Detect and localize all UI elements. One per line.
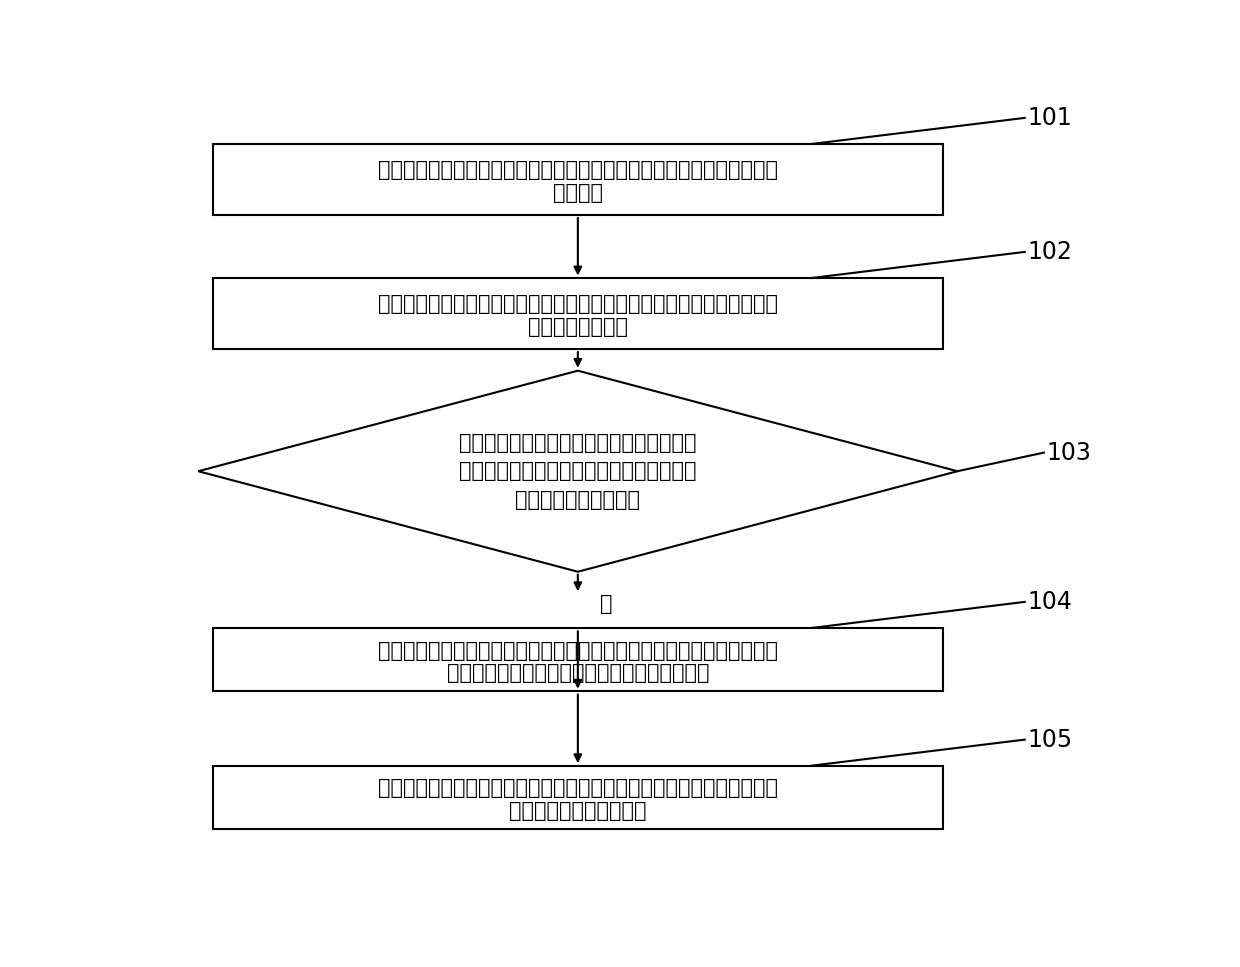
Text: 行带通滤波以及包络解调分析，检测叶通频: 行带通滤波以及包络解调分析，检测叶通频 — [459, 461, 697, 482]
Text: 提取包络解调后频谱中低频范围内的特定特征频率，并在压力脉动信号频: 提取包络解调后频谱中低频范围内的特定特征频率，并在压力脉动信号频 — [378, 641, 777, 660]
Text: 谱将所述特定特征频率与所述转速频率进行对比: 谱将所述特定特征频率与所述转速频率进行对比 — [446, 663, 709, 683]
Text: 105: 105 — [1028, 727, 1073, 751]
Text: 101: 101 — [1028, 106, 1073, 130]
Text: 102: 102 — [1028, 240, 1073, 264]
Bar — [213, 628, 942, 691]
Text: 若所述特定特征频率的幅值大于预设倍数的所述转速频率的幅值，则确定: 若所述特定特征频率的幅值大于预设倍数的所述转速频率的幅值，则确定 — [378, 778, 777, 799]
Text: 通过对所述压力脉动信号频谱中的叶通频进: 通过对所述压力脉动信号频谱中的叶通频进 — [459, 433, 697, 453]
Text: 脉动信号: 脉动信号 — [553, 183, 603, 203]
Bar — [213, 144, 942, 215]
Text: 104: 104 — [1028, 590, 1073, 614]
Text: 轮工作的转速频率: 轮工作的转速频率 — [528, 317, 627, 337]
Text: 对采集的压力脉动信号进行傅里叶变换分析，得到压力脉动信号频谱和叶: 对采集的压力脉动信号进行傅里叶变换分析，得到压力脉动信号频谱和叶 — [378, 294, 777, 314]
Text: 103: 103 — [1047, 441, 1091, 464]
Polygon shape — [198, 370, 957, 571]
Bar — [213, 278, 942, 349]
Text: 所述压缩机发生旋转失速: 所述压缩机发生旋转失速 — [510, 801, 646, 821]
Text: 两侧是否出现调制现象: 两侧是否出现调制现象 — [516, 489, 640, 510]
Text: 是: 是 — [600, 594, 613, 614]
Bar — [213, 766, 942, 829]
Text: 在压缩机实际运行过程中，实时采集所述压缩机的叶轮入口、出口的压力: 在压缩机实际运行过程中，实时采集所述压缩机的叶轮入口、出口的压力 — [378, 161, 777, 181]
